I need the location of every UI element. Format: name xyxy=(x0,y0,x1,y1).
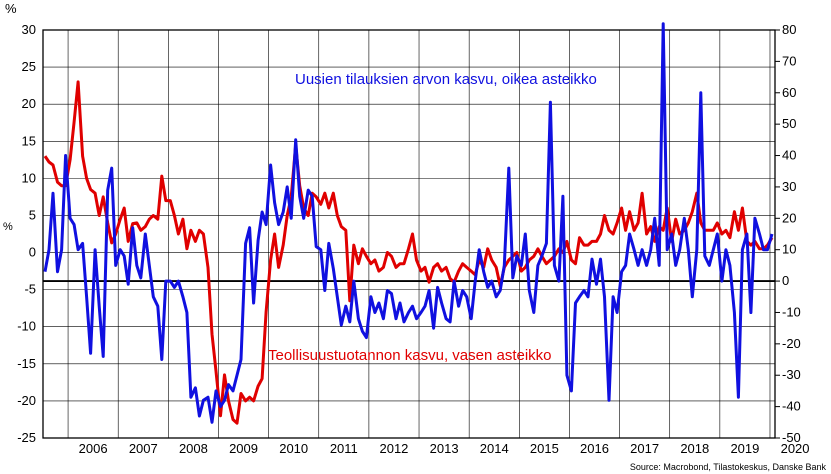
series-line-0 xyxy=(43,80,774,425)
right-tick-label: -30 xyxy=(782,367,801,382)
x-tick-label: 2012 xyxy=(379,441,408,456)
left-axis-side-label: % xyxy=(3,221,13,233)
x-tick-label: 2017 xyxy=(630,441,659,456)
right-tick-label: -50 xyxy=(782,430,801,445)
x-tick-label: 2010 xyxy=(279,441,308,456)
x-tick-label: 2015 xyxy=(530,441,559,456)
x-tick-label: 2018 xyxy=(680,441,709,456)
left-tick-label: -20 xyxy=(17,393,36,408)
x-tick-label: 2019 xyxy=(730,441,759,456)
left-tick-label: 10 xyxy=(22,170,36,185)
x-tick-label: 2007 xyxy=(129,441,158,456)
right-tick-label: -40 xyxy=(782,399,801,414)
right-tick-label: -10 xyxy=(782,304,801,319)
left-tick-label: -25 xyxy=(17,430,36,445)
left-tick-label: 20 xyxy=(22,96,36,111)
left-tick-label: 15 xyxy=(22,133,36,148)
left-tick-label: -5 xyxy=(24,282,36,297)
left-tick-label: -10 xyxy=(17,319,36,334)
x-tick-label: 2013 xyxy=(430,441,459,456)
blue-series-annotation: Uusien tilauksien arvon kasvu, oikea ast… xyxy=(295,71,597,88)
series-group xyxy=(43,22,774,425)
right-tick-label: 80 xyxy=(782,22,796,37)
series-line-1 xyxy=(43,22,774,424)
x-tick-label: 2016 xyxy=(580,441,609,456)
red-series-annotation: Teollisuustuotannon kasvu, vasen asteikk… xyxy=(268,347,552,364)
left-tick-label: 25 xyxy=(22,59,36,74)
left-axis-unit: % xyxy=(5,1,17,16)
right-tick-label: 40 xyxy=(782,148,796,163)
x-tick-label: 2009 xyxy=(229,441,258,456)
right-tick-label: 60 xyxy=(782,85,796,100)
plot-frame xyxy=(42,29,776,439)
x-tick-label: 2014 xyxy=(480,441,509,456)
right-tick-label: 20 xyxy=(782,210,796,225)
x-tick-label: 2011 xyxy=(330,441,358,456)
right-tick-label: 70 xyxy=(782,53,796,68)
right-tick-label: 30 xyxy=(782,179,796,194)
right-tick-label: -20 xyxy=(782,336,801,351)
right-axis: 80 70 60 50 40 30 20 10 0 -10 -20 -30 -40 -50 xyxy=(775,22,801,445)
left-tick-label: 30 xyxy=(22,22,36,37)
x-tick-label: 2008 xyxy=(179,441,208,456)
right-tick-label: 50 xyxy=(782,116,796,131)
x-tick-label: 2020 xyxy=(781,441,810,456)
left-tick-label: -15 xyxy=(17,356,36,371)
right-tick-label: 0 xyxy=(782,273,789,288)
x-axis: 2006 2007 2008 2009 2010 2011 2012 2013 2014 2015… xyxy=(79,441,810,456)
source-note: Source: Macrobond, Tilastokeskus, Danske… xyxy=(630,462,827,472)
left-tick-label: 5 xyxy=(29,207,36,222)
x-tick-label: 2006 xyxy=(79,441,108,456)
left-tick-label: 0 xyxy=(29,245,36,260)
right-tick-label: 10 xyxy=(782,242,796,257)
left-axis: 30 25 20 15 10 5 0 -5 -10 -15 -20 -25 xyxy=(17,22,36,445)
